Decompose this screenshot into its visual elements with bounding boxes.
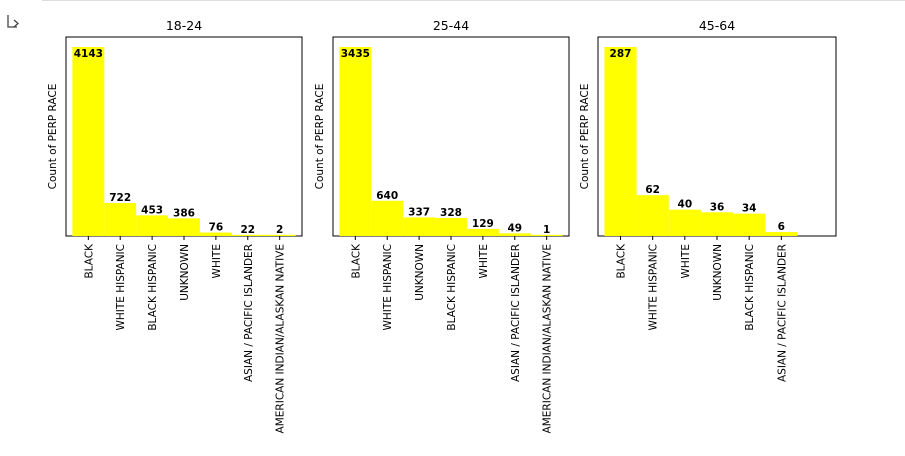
- x-tick-label: UNKNOWN: [414, 244, 426, 301]
- x-tick-label: BLACK HISPANIC: [744, 244, 756, 331]
- bar-5: [765, 232, 798, 236]
- data-label: 328: [440, 207, 462, 219]
- bar-1: [636, 195, 669, 236]
- bar-2: [403, 217, 436, 236]
- data-label: 36: [710, 201, 725, 213]
- x-tick-label: ASIAN / PACIFIC ISLANDER: [776, 244, 788, 382]
- x-tick-label: BLACK: [616, 243, 628, 279]
- bar-3: [435, 217, 467, 236]
- data-label: 453: [141, 204, 163, 216]
- x-tick-label: WHITE HISPANIC: [382, 244, 394, 331]
- y-axis-label: Count of PERP RACE: [579, 84, 591, 190]
- bar-2: [136, 215, 169, 236]
- bar-5: [231, 234, 264, 236]
- data-label: 40: [678, 199, 693, 211]
- data-label: 6: [778, 221, 785, 233]
- data-label: 34: [742, 203, 757, 215]
- bar-4: [733, 213, 766, 236]
- x-tick-label: BLACK: [350, 243, 362, 279]
- data-label: 2: [276, 224, 283, 236]
- x-tick-label: BLACK HISPANIC: [446, 244, 458, 331]
- data-label: 76: [209, 222, 224, 234]
- x-tick-label: BLACK HISPANIC: [147, 244, 159, 331]
- data-label: 722: [109, 192, 131, 204]
- y-axis-label: Count of PERP RACE: [314, 84, 326, 190]
- chart-title: 45-64: [699, 18, 735, 33]
- x-tick-label: BLACK: [83, 243, 95, 279]
- x-tick-label: WHITE: [478, 244, 490, 278]
- bar-0: [72, 47, 105, 236]
- data-label: 287: [610, 48, 632, 60]
- bar-0: [339, 47, 372, 236]
- chart-panel-45-64: 45-64 Count of PERP RACE 287 BLACK 62 WHITE H…: [579, 18, 837, 382]
- bar-4: [466, 228, 499, 236]
- x-tick-label: AMERICAN INDIAN/ALASKAN NATIVE: [275, 244, 287, 433]
- data-label: 62: [645, 184, 660, 196]
- x-tick-label: ASIAN / PACIFIC ISLANDER: [243, 244, 255, 382]
- output-arrow-icon[interactable]: [5, 13, 23, 31]
- y-axis-label: Count of PERP RACE: [47, 84, 59, 190]
- data-label: 386: [173, 207, 195, 219]
- bar-0: [604, 47, 637, 236]
- data-label: 129: [472, 218, 494, 230]
- x-tick-label: AMERICAN INDIAN/ALASKAN NATIVE: [542, 244, 554, 433]
- x-tick-label: WHITE: [680, 244, 692, 278]
- bar-6: [530, 234, 563, 236]
- bar-5: [498, 233, 531, 236]
- x-tick-label: UNKNOWN: [179, 244, 191, 301]
- x-tick-label: WHITE HISPANIC: [115, 244, 127, 331]
- chart-title: 25-44: [433, 18, 469, 33]
- data-label: 4143: [74, 48, 103, 60]
- data-label: 3435: [341, 48, 370, 60]
- bar-6: [263, 234, 296, 236]
- bar-3: [700, 212, 734, 236]
- data-label: 1: [543, 224, 550, 236]
- bar-1: [371, 200, 404, 236]
- bar-1: [104, 203, 137, 236]
- bar-2: [668, 209, 701, 236]
- x-tick-label: WHITE: [211, 244, 223, 278]
- x-tick-label: WHITE HISPANIC: [648, 244, 660, 331]
- cell-top-border: [42, 0, 905, 1]
- x-tick-label: UNKNOWN: [712, 244, 724, 301]
- chart-panel-25-44: 25-44 Count of PERP RACE 3435 BLACK 640 WHITE…: [314, 18, 570, 433]
- data-label: 337: [408, 206, 430, 218]
- chart-title: 18-24: [166, 18, 202, 33]
- data-label: 22: [240, 224, 255, 236]
- chart-panel-18-24: 18-24 Count of PERP RACE 4143 BLACK 722 WHITE…: [47, 18, 303, 433]
- data-label: 49: [507, 222, 522, 234]
- x-tick-label: ASIAN / PACIFIC ISLANDER: [510, 244, 522, 382]
- bar-3: [168, 218, 200, 236]
- bar-4: [199, 232, 232, 236]
- data-label: 640: [376, 190, 398, 202]
